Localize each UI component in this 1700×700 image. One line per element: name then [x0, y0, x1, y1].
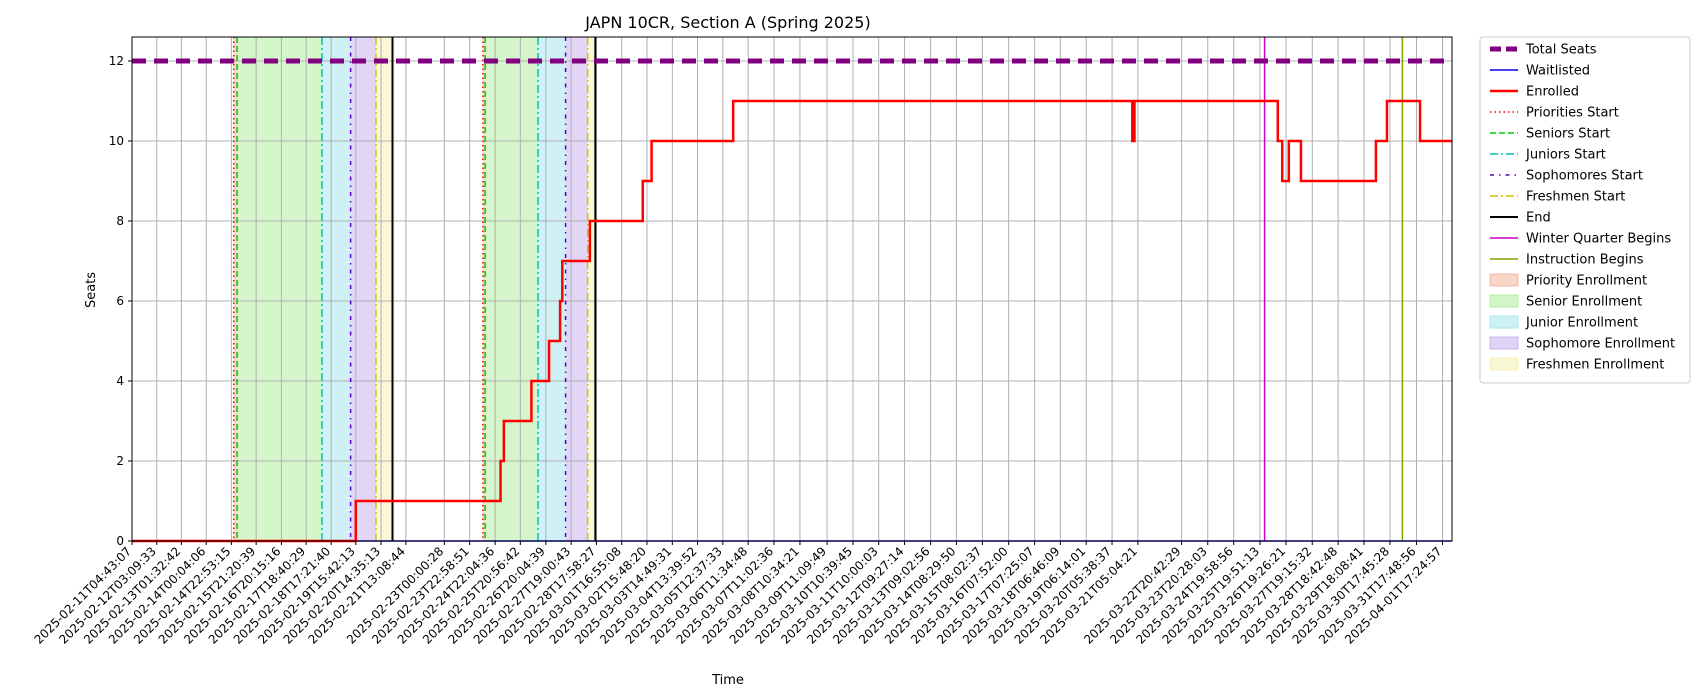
y-tick-label: 0	[116, 534, 124, 548]
legend-label: Priorities Start	[1526, 106, 1619, 121]
legend-swatch	[1489, 273, 1519, 287]
legend-label: Junior Enrollment	[1525, 316, 1638, 331]
enrollment-span	[482, 37, 486, 541]
enrollment-span	[350, 37, 376, 541]
legend-label: Freshmen Enrollment	[1526, 358, 1664, 373]
legend-label: Senior Enrollment	[1526, 295, 1642, 310]
y-tick-label: 10	[109, 134, 124, 148]
plot-frame	[131, 36, 1453, 542]
chart-title: JAPN 10CR, Section A (Spring 2025)	[584, 13, 870, 32]
enrollment-span	[375, 37, 393, 541]
enrollment-span	[587, 37, 596, 541]
legend-label: Sophomore Enrollment	[1526, 337, 1675, 352]
y-tick-label: 8	[116, 214, 124, 228]
enrollment-span	[233, 37, 238, 541]
legend-label: Enrolled	[1526, 85, 1579, 100]
enrollment-span	[321, 37, 351, 541]
plot-area: 0246810122025-02-11T04:43:072025-02-12T0…	[32, 36, 1453, 647]
series-line	[132, 99, 1452, 543]
enrollment-span	[565, 37, 588, 541]
legend-box	[1479, 36, 1691, 384]
legend-label: Total Seats	[1525, 43, 1597, 58]
legend-label: End	[1526, 211, 1551, 226]
enrollment-span	[485, 37, 539, 541]
y-tick-label: 12	[109, 54, 124, 68]
legend-swatch	[1489, 294, 1519, 308]
y-tick-label: 2	[116, 454, 124, 468]
legend-label: Sophomores Start	[1526, 169, 1643, 184]
legend-label: Winter Quarter Begins	[1526, 232, 1671, 247]
legend-label: Waitlisted	[1526, 64, 1590, 79]
y-axis-label: Seats	[84, 272, 99, 308]
legend-label: Instruction Begins	[1526, 253, 1644, 268]
legend-swatch	[1489, 357, 1519, 371]
enrollment-span	[538, 37, 566, 541]
x-axis-label: Time	[711, 673, 744, 688]
legend-label: Juniors Start	[1525, 148, 1606, 163]
legend: Total Seats Waitlisted Enrolled Priorities …	[1479, 36, 1691, 384]
y-tick-label: 6	[116, 294, 124, 308]
enrollment-span	[237, 37, 322, 541]
legend-label: Priority Enrollment	[1526, 274, 1647, 289]
legend-label: Seniors Start	[1526, 127, 1610, 142]
y-tick-label: 4	[116, 374, 124, 388]
legend-label: Freshmen Start	[1526, 190, 1625, 205]
legend-swatch	[1489, 315, 1519, 329]
legend-swatch	[1489, 336, 1519, 350]
